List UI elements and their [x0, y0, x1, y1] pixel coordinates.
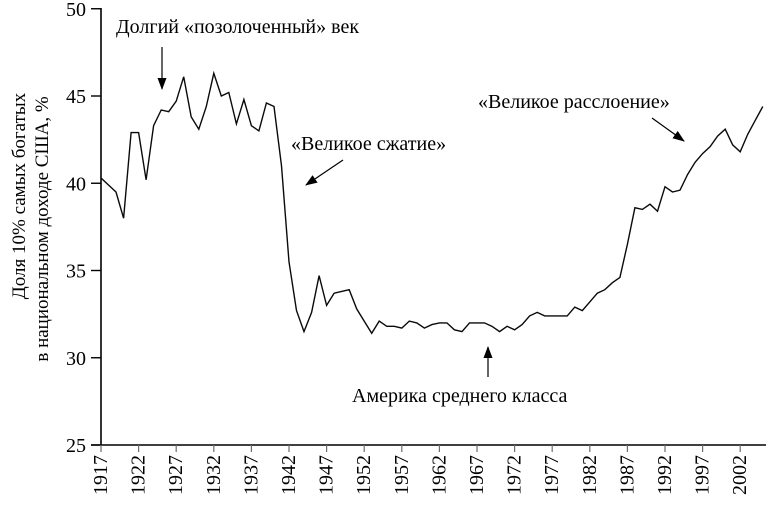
annotation-great-compression: «Великое сжатие»	[291, 133, 446, 155]
y-tick-label: 35	[66, 261, 86, 283]
x-tick-label: 1942	[278, 455, 300, 495]
data-series	[100, 70, 764, 335]
y-tick-label: 25	[66, 435, 86, 457]
x-tick-label: 1972	[504, 455, 526, 495]
y-tick-label: 45	[66, 86, 86, 108]
x-tick-label: 1917	[90, 455, 112, 495]
x-tick-label: 1927	[165, 455, 187, 495]
y-tick-label: 50	[66, 0, 86, 21]
great-compression-arrow	[305, 159, 344, 186]
x-tick-label: 1952	[353, 455, 375, 495]
x-axis-ticks: 1917 1922 1927 1932 1937 1942 1947 1952 1957 1962…	[90, 445, 751, 495]
x-tick-label: 1922	[128, 455, 150, 495]
x-tick-label: 1992	[654, 455, 676, 495]
y-axis-label-line2: в национальном доходе США, %	[32, 96, 53, 361]
great-divergence-arrow	[651, 117, 685, 142]
x-tick-label: 1987	[616, 455, 638, 495]
x-tick-label: 1932	[203, 455, 225, 495]
annotation-great-divergence: «Великое расслоение»	[478, 91, 670, 113]
annotation-middle-class: Америка среднего класса	[352, 385, 567, 407]
annotation-gilded-age: Долгий «позолоченный» век	[116, 16, 359, 38]
y-tick-label: 40	[66, 173, 86, 195]
x-tick-label: 1997	[692, 455, 714, 495]
x-tick-label: 1937	[240, 455, 262, 495]
x-tick-label: 1967	[466, 455, 488, 495]
income-share-line	[100, 70, 764, 335]
x-tick-label: 1977	[541, 455, 563, 495]
y-tick-label: 30	[66, 348, 86, 370]
x-tick-label: 1982	[579, 455, 601, 495]
x-tick-label: 1962	[428, 455, 450, 495]
x-tick-label: 2002	[729, 455, 751, 495]
x-tick-label: 1947	[316, 455, 338, 495]
y-axis-ticks: 25 30 35 40 45 50	[66, 0, 101, 457]
y-axis-label-line1: Доля 10% самых богатых	[9, 92, 30, 299]
x-tick-label: 1957	[391, 455, 413, 495]
